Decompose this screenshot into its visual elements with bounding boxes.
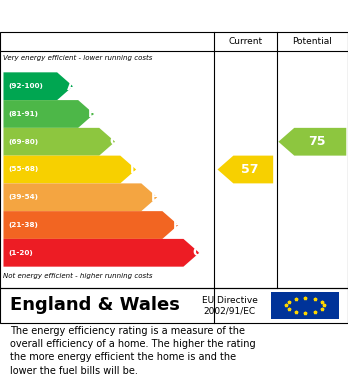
Polygon shape — [218, 156, 273, 183]
Text: Very energy efficient - lower running costs: Very energy efficient - lower running co… — [3, 55, 153, 61]
Text: Not energy efficient - higher running costs: Not energy efficient - higher running co… — [3, 273, 153, 280]
Text: A: A — [66, 80, 76, 93]
Text: F: F — [172, 219, 181, 231]
Text: Energy Efficiency Rating: Energy Efficiency Rating — [7, 9, 228, 23]
Text: Potential: Potential — [292, 37, 332, 46]
Text: C: C — [109, 135, 118, 148]
Text: England & Wales: England & Wales — [10, 296, 180, 314]
Text: (1-20): (1-20) — [9, 250, 33, 256]
Text: 75: 75 — [308, 135, 326, 148]
Text: (55-68): (55-68) — [9, 167, 39, 172]
Text: 57: 57 — [242, 163, 259, 176]
Text: E: E — [151, 191, 160, 204]
Polygon shape — [278, 128, 346, 156]
Text: Current: Current — [228, 37, 262, 46]
Polygon shape — [3, 156, 136, 183]
Text: EU Directive
2002/91/EC: EU Directive 2002/91/EC — [202, 296, 258, 315]
Polygon shape — [3, 100, 94, 128]
Text: (21-38): (21-38) — [9, 222, 39, 228]
Text: (81-91): (81-91) — [9, 111, 39, 117]
Polygon shape — [3, 211, 178, 239]
Text: The energy efficiency rating is a measure of the
overall efficiency of a home. T: The energy efficiency rating is a measur… — [10, 326, 256, 376]
Polygon shape — [3, 72, 73, 100]
Text: G: G — [192, 246, 203, 259]
Polygon shape — [3, 183, 157, 211]
Text: (69-80): (69-80) — [9, 139, 39, 145]
Text: D: D — [129, 163, 140, 176]
Text: B: B — [88, 108, 97, 120]
Bar — [271, 292, 339, 319]
Text: (39-54): (39-54) — [9, 194, 39, 200]
Polygon shape — [3, 239, 199, 267]
Polygon shape — [3, 128, 115, 156]
Text: (92-100): (92-100) — [9, 83, 44, 89]
